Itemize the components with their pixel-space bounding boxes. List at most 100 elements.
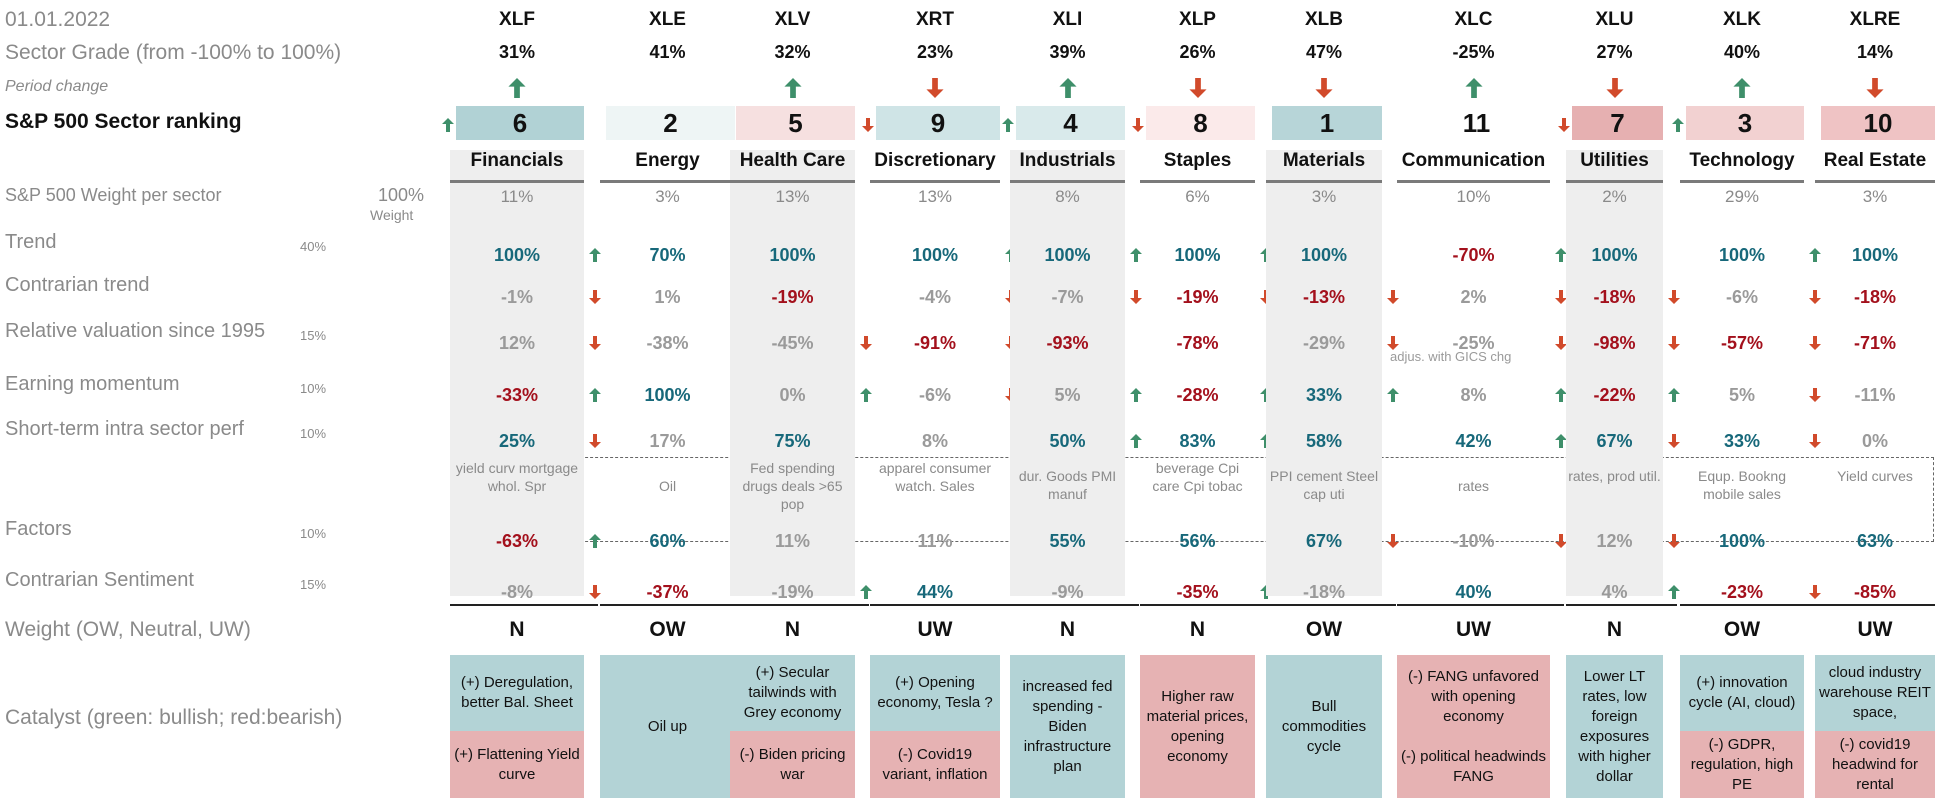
- relative-valuation-weight: 15%: [300, 328, 327, 343]
- up-arrow-icon: [1668, 388, 1680, 402]
- up-arrow-icon: [1672, 118, 1684, 132]
- catalyst-bearish: (-) GDPR, regulation, high PE: [1680, 731, 1804, 798]
- down-arrow-icon: [589, 336, 601, 350]
- contrarian-sentiment-weight: 15%: [300, 577, 327, 592]
- down-arrow-icon: [926, 78, 944, 98]
- header-underline: [1397, 180, 1550, 183]
- up-arrow-icon: [589, 388, 601, 402]
- header-underline: [1010, 180, 1125, 183]
- header-underline: [1680, 180, 1804, 183]
- header-underline: [450, 180, 584, 183]
- score-contr: -1%: [500, 287, 533, 307]
- total-weight: 100%: [378, 185, 425, 205]
- score-fact: 67%: [1305, 531, 1343, 551]
- sector-ticker: XLF: [499, 9, 535, 30]
- up-arrow-icon: [783, 78, 802, 98]
- score-fact: 60%: [649, 531, 686, 551]
- score-trend: 100%: [1174, 245, 1221, 265]
- sector-weighting: UW: [1857, 618, 1893, 641]
- score-val: -38%: [646, 333, 689, 353]
- score-earn: -33%: [495, 385, 539, 405]
- down-arrow-icon: [1555, 336, 1567, 350]
- score-contr: -19%: [771, 287, 814, 307]
- score-val: -29%: [1302, 333, 1346, 353]
- sector-weight: 2%: [1602, 187, 1627, 206]
- score-val: -78%: [1176, 333, 1219, 353]
- trend-label: Trend: [5, 231, 57, 253]
- weight-per-sector-label: S&P 500 Weight per sector: [5, 185, 222, 205]
- sector-ticker: XLK: [1723, 9, 1761, 30]
- catalyst-bullish: cloud industry warehouse REIT space,: [1815, 655, 1935, 731]
- sector-column-bg: [1566, 150, 1663, 596]
- up-arrow-icon: [442, 118, 454, 132]
- score-contr: 1%: [654, 287, 681, 307]
- sector-weighting: OW: [649, 618, 686, 641]
- sector-rank: 1: [1272, 106, 1382, 140]
- factor-note: Yield curves: [1837, 468, 1913, 484]
- up-arrow-icon: [589, 534, 601, 548]
- catalyst-bullish: (+) Opening economy, Tesla ?: [870, 655, 1000, 731]
- sector-name: Energy: [635, 150, 700, 171]
- score-fact: -63%: [495, 531, 539, 551]
- sector-ticker: XLV: [774, 9, 811, 30]
- ranking-label: S&P 500 Sector ranking: [5, 110, 242, 133]
- down-arrow-icon: [1809, 585, 1821, 599]
- sector-weight: 3%: [655, 187, 680, 206]
- sector-ticker: XLB: [1305, 9, 1343, 30]
- score-short: 17%: [649, 431, 686, 451]
- score-earn: 5%: [1054, 385, 1081, 405]
- sector-grade: 39%: [1049, 42, 1086, 62]
- sector-ticker: XLP: [1179, 9, 1216, 30]
- sector-name: Discretionary: [874, 150, 996, 171]
- sector-rank: 5: [736, 106, 855, 140]
- sector-ticker: XLC: [1454, 9, 1493, 30]
- score-val: 12%: [498, 333, 536, 353]
- up-arrow-icon: [1058, 78, 1077, 98]
- factors-weight: 10%: [300, 526, 327, 541]
- score-trend: 100%: [1044, 245, 1091, 265]
- up-arrow-icon: [1555, 434, 1567, 448]
- sector-weight: 3%: [1862, 187, 1888, 206]
- score-sent: -37%: [646, 582, 689, 602]
- score-contr: -19%: [1176, 287, 1219, 307]
- up-arrow-icon: [860, 388, 872, 402]
- down-arrow-icon: [1387, 534, 1399, 548]
- weight-separator: [870, 604, 1014, 606]
- catalyst-bearish: (+) Flattening Yield curve: [450, 731, 584, 798]
- score-fact: -10%: [1452, 531, 1495, 551]
- down-arrow-icon: [860, 336, 872, 350]
- score-short: 8%: [921, 431, 948, 451]
- score-earn: -6%: [918, 385, 951, 405]
- down-arrow-icon: [1315, 78, 1333, 98]
- sector-weight: 13%: [775, 187, 810, 206]
- score-earn: 0%: [779, 385, 806, 405]
- score-fact: 56%: [1179, 531, 1216, 551]
- down-arrow-icon: [1668, 336, 1680, 350]
- sector-ticker: XLI: [1052, 9, 1083, 30]
- relative-valuation-label: Relative valuation since 1995: [5, 320, 266, 342]
- sector-name: Real Estate: [1823, 150, 1927, 171]
- down-arrow-icon: [1188, 78, 1207, 98]
- sector-grade: 14%: [1856, 42, 1894, 62]
- score-val: -98%: [1593, 333, 1636, 353]
- down-arrow-icon: [589, 434, 601, 448]
- catalyst-label: Catalyst (green: bullish; red:bearish): [5, 706, 343, 729]
- factor-note: Fed spending drugs deals >65 pop: [742, 460, 843, 512]
- sector-column-bg: [730, 150, 855, 596]
- score-trend: 100%: [769, 245, 816, 265]
- score-fact: 11%: [917, 531, 953, 551]
- catalyst-bearish: (-) FANG unfavored with opening economy …: [1397, 655, 1550, 798]
- score-trend: 100%: [911, 245, 959, 265]
- score-val: -71%: [1853, 333, 1897, 353]
- sector-ticker: XRT: [916, 9, 954, 30]
- score-earn: -28%: [1176, 385, 1219, 405]
- score-sent: 40%: [1455, 582, 1492, 602]
- score-trend: 100%: [1851, 245, 1899, 265]
- sector-ticker: XLU: [1595, 9, 1634, 30]
- weight-separator: [600, 604, 749, 606]
- sector-grade: 32%: [774, 42, 811, 62]
- score-short: 25%: [498, 431, 536, 451]
- score-contr: -7%: [1051, 287, 1084, 307]
- sector-grade: 47%: [1305, 42, 1343, 62]
- up-arrow-icon: [1130, 388, 1142, 402]
